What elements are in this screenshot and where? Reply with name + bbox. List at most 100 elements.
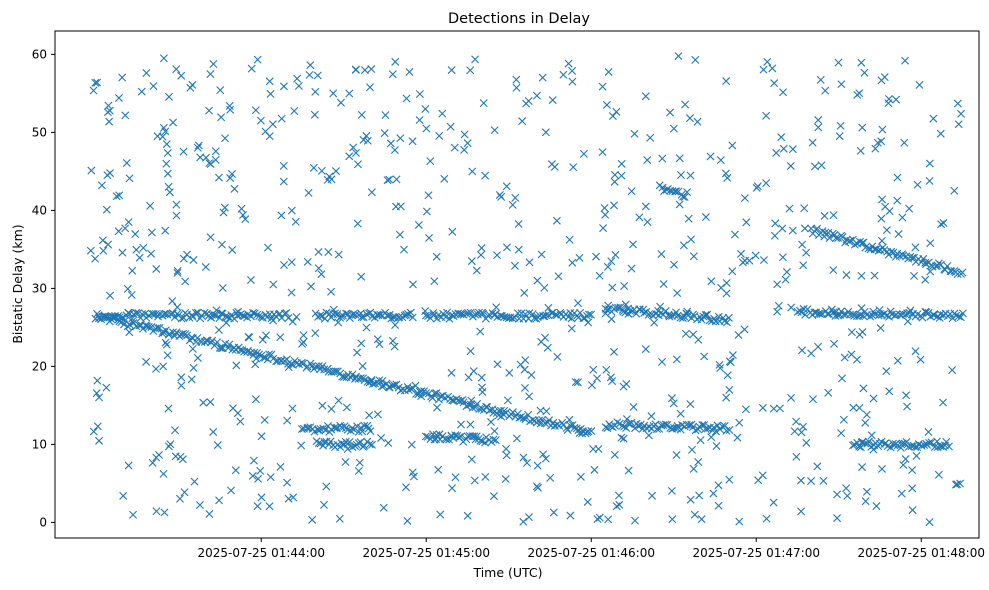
data-point (279, 161, 288, 170)
data-point (573, 378, 582, 387)
data-point (673, 422, 682, 431)
data-point (124, 461, 133, 470)
data-point (877, 214, 886, 223)
data-point (290, 107, 299, 116)
data-point (269, 316, 278, 325)
data-point (304, 188, 313, 197)
data-point (297, 441, 306, 450)
data-point (309, 163, 318, 172)
y-tick-label: 30 (32, 281, 47, 295)
data-point (267, 350, 276, 359)
data-point (781, 275, 790, 284)
data-point (277, 356, 286, 365)
data-point (730, 230, 739, 239)
data-point (738, 258, 747, 267)
data-point (490, 126, 499, 135)
data-point (728, 141, 737, 150)
data-point (924, 428, 933, 437)
data-point (787, 303, 796, 312)
data-point (402, 310, 411, 319)
data-point (613, 418, 622, 427)
data-point (316, 311, 325, 320)
data-point (227, 169, 236, 178)
data-point (146, 201, 155, 210)
data-point (391, 202, 400, 211)
data-point (310, 110, 319, 119)
data-point (899, 460, 908, 469)
data-point (667, 486, 676, 495)
data-point (95, 436, 104, 445)
data-point (689, 330, 698, 339)
data-point (304, 423, 313, 432)
data-point (712, 442, 721, 450)
data-point (908, 466, 917, 475)
data-point (102, 383, 111, 392)
data-point (314, 247, 323, 256)
x-axis-ticks: 2025-07-25 01:44:00 2025-07-25 01:45:00 20… (198, 538, 985, 560)
data-point (277, 211, 286, 220)
data-point (404, 385, 413, 394)
data-point (246, 312, 255, 321)
data-point (172, 328, 181, 337)
data-point (686, 400, 695, 409)
data-point (294, 81, 303, 90)
data-point (799, 261, 808, 270)
data-point (801, 310, 810, 319)
data-point (659, 280, 668, 289)
data-point (257, 493, 266, 502)
data-point (463, 139, 472, 148)
data-point (711, 317, 720, 326)
data-point (562, 424, 571, 433)
data-point (493, 251, 502, 260)
data-point (485, 406, 494, 415)
data-point (450, 143, 459, 152)
data-point (299, 331, 308, 340)
data-point (255, 350, 264, 359)
data-point (862, 487, 871, 496)
data-point (735, 418, 744, 427)
data-point (268, 120, 277, 129)
data-point (696, 436, 705, 445)
data-point (260, 415, 269, 424)
data-point (758, 403, 767, 412)
data-point (620, 422, 629, 431)
data-point (257, 432, 266, 441)
data-point (123, 284, 132, 293)
data-point (855, 403, 864, 412)
data-point (115, 191, 124, 200)
y-tick-label: 10 (32, 437, 47, 451)
data-point (161, 338, 170, 347)
data-point (236, 417, 245, 426)
data-point (345, 89, 354, 98)
data-point (375, 340, 384, 349)
data-point (171, 426, 180, 435)
data-point (435, 131, 444, 140)
data-point (751, 251, 760, 260)
data-point (244, 332, 253, 341)
data-point (571, 378, 580, 387)
data-point (680, 193, 689, 202)
data-point (587, 381, 596, 390)
data-point (786, 161, 795, 170)
data-point (773, 307, 782, 316)
data-point (183, 250, 191, 259)
data-point (882, 367, 891, 376)
data-point (802, 438, 811, 447)
data-point (99, 246, 108, 255)
data-point (520, 365, 529, 374)
data-point (720, 316, 729, 325)
data-point (939, 442, 948, 451)
data-point (669, 124, 678, 133)
data-point (367, 65, 376, 74)
data-point (317, 270, 326, 279)
data-point (381, 111, 390, 120)
data-point (172, 211, 181, 220)
x-tick-label: 2025-07-25 01:46:00 (528, 546, 655, 560)
data-point (728, 351, 737, 360)
data-point (549, 508, 558, 517)
data-point (289, 493, 298, 502)
data-point (564, 59, 573, 68)
data-point (876, 324, 885, 333)
data-point (607, 257, 616, 266)
data-point (320, 500, 328, 509)
